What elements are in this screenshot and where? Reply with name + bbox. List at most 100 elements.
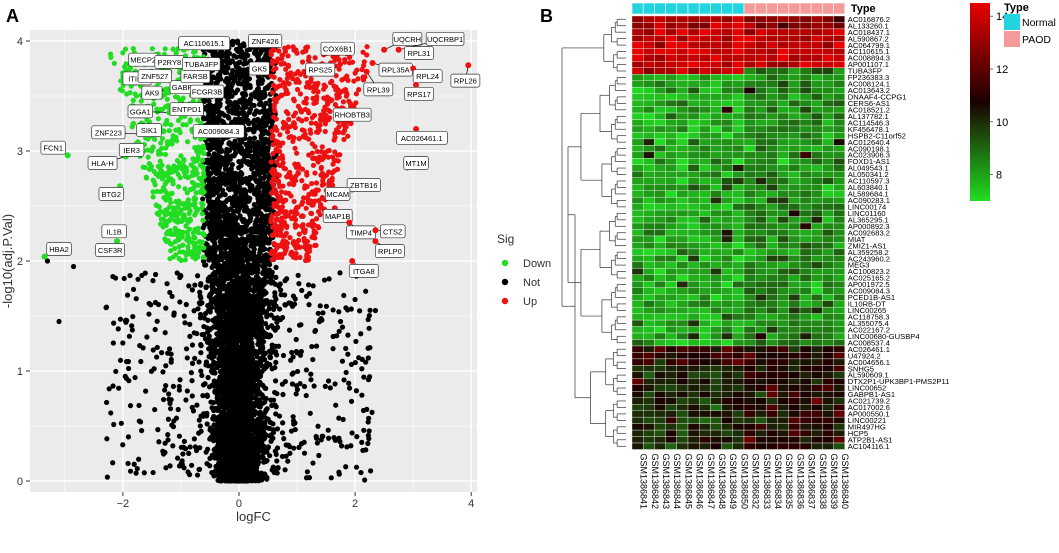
not-point — [245, 376, 251, 383]
not-point — [231, 53, 237, 59]
not-point — [260, 256, 266, 263]
not-point — [251, 238, 257, 244]
not-point — [240, 242, 247, 248]
not-point — [239, 389, 245, 396]
not-point — [224, 146, 230, 153]
not-point — [228, 363, 234, 370]
not-point — [259, 131, 266, 137]
not-point — [232, 449, 238, 455]
not-point — [234, 397, 241, 403]
not-point — [268, 432, 274, 438]
not-point — [239, 427, 246, 434]
not-point — [254, 118, 260, 124]
not-point — [251, 122, 257, 128]
not-point — [224, 78, 230, 84]
not-point — [241, 61, 247, 67]
not-point — [233, 282, 239, 288]
not-point — [251, 253, 258, 259]
not-point — [262, 110, 268, 116]
not-point — [229, 196, 235, 203]
not-point — [234, 142, 241, 148]
not-point — [261, 175, 267, 181]
not-point — [246, 327, 252, 334]
not-point — [234, 110, 241, 117]
not-point — [233, 61, 239, 67]
not-point — [235, 200, 241, 206]
not-point — [251, 412, 257, 418]
not-point — [255, 187, 261, 194]
not-point — [218, 192, 225, 198]
not-point — [206, 103, 212, 109]
not-point — [233, 427, 240, 433]
not-point — [259, 392, 265, 398]
not-point — [225, 300, 231, 307]
not-point — [220, 65, 226, 71]
not-point — [256, 81, 262, 87]
not-point — [239, 91, 246, 97]
not-point — [256, 52, 262, 58]
not-point — [139, 428, 145, 434]
not-point — [206, 183, 212, 189]
not-point — [241, 208, 247, 214]
not-point — [264, 84, 271, 90]
not-point — [238, 288, 245, 295]
not-point — [222, 374, 228, 380]
not-point — [222, 335, 228, 341]
not-point — [245, 402, 251, 409]
not-point — [245, 286, 251, 292]
not-point — [295, 272, 301, 278]
not-point — [231, 185, 237, 191]
not-point — [239, 236, 245, 242]
not-point — [248, 336, 254, 342]
not-point — [243, 300, 249, 306]
not-point — [234, 244, 241, 250]
not-point — [215, 101, 221, 108]
not-point — [198, 282, 204, 288]
not-point — [240, 98, 246, 104]
not-point — [239, 448, 245, 454]
not-point — [251, 135, 258, 141]
not-point — [225, 478, 231, 484]
not-point — [229, 353, 235, 359]
not-point — [260, 115, 267, 121]
not-point — [229, 423, 235, 429]
not-point — [229, 153, 235, 159]
not-point — [256, 101, 263, 108]
not-point — [259, 215, 265, 221]
not-point — [228, 457, 234, 463]
not-point — [207, 309, 213, 315]
not-point — [248, 445, 254, 451]
not-point — [258, 211, 264, 217]
not-point — [231, 180, 237, 186]
not-point — [218, 155, 225, 161]
not-point — [234, 476, 240, 482]
not-point — [242, 177, 248, 183]
not-point — [205, 250, 211, 257]
not-point — [234, 228, 240, 235]
not-point — [243, 279, 249, 285]
not-point — [229, 271, 235, 277]
not-point — [256, 179, 262, 185]
not-point — [274, 426, 281, 432]
not-point — [244, 355, 250, 361]
not-point — [261, 160, 267, 166]
not-point — [224, 243, 230, 250]
not-point — [238, 147, 244, 154]
not-point — [257, 230, 263, 236]
not-point — [247, 136, 253, 142]
not-point — [262, 198, 268, 204]
not-point — [229, 213, 235, 219]
not-point — [234, 338, 240, 344]
not-point — [247, 250, 253, 256]
not-point — [219, 473, 225, 479]
not-point — [245, 120, 252, 127]
not-point — [225, 286, 231, 293]
not-point — [260, 120, 267, 126]
not-point — [251, 128, 257, 134]
not-point — [229, 225, 235, 232]
not-point — [211, 407, 217, 414]
not-point — [278, 292, 284, 298]
not-point — [237, 213, 243, 219]
not-point — [210, 52, 216, 58]
not-point — [225, 318, 232, 324]
